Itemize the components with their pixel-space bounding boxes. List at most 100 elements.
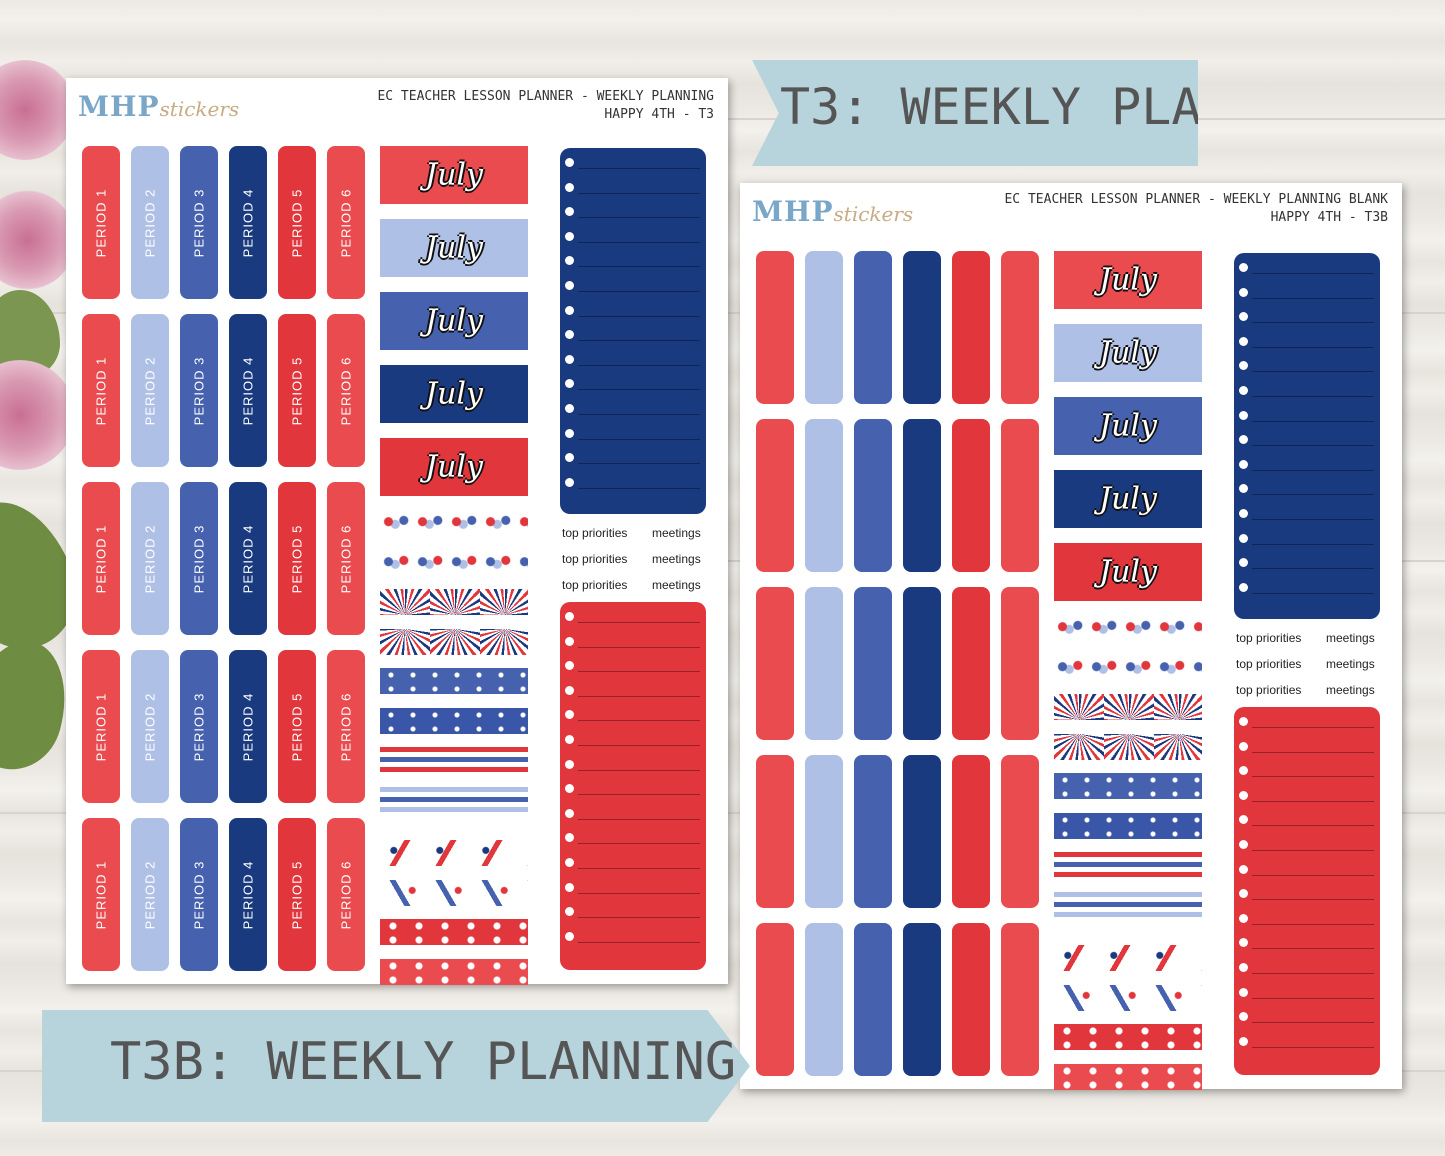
- period-tab: PERIOD 2: [131, 314, 169, 467]
- ruled-line: [578, 695, 700, 697]
- july-banner: July: [380, 219, 528, 277]
- july-banner: July: [1054, 470, 1202, 528]
- washi-strip: [1054, 694, 1202, 720]
- period-tab: PERIOD 6: [327, 650, 365, 803]
- washi-strip: [1054, 1024, 1202, 1050]
- washi-strip: [380, 879, 528, 906]
- hole-punch-dot: [1239, 336, 1248, 346]
- washi-strip: [380, 549, 528, 576]
- hole-punch-dot: [1239, 963, 1248, 972]
- hole-punch-dot: [1239, 987, 1248, 997]
- hole-punch-dot: [1239, 386, 1248, 395]
- banner-t3b-text: T3B: WEEKLY PLANNING -BLANK: [110, 1032, 956, 1092]
- period-label: PERIOD 4: [240, 524, 256, 593]
- period-tab: [854, 923, 892, 1076]
- hole-punch-dot: [1239, 435, 1248, 445]
- period-label: PERIOD 5: [289, 692, 305, 761]
- washi-strip: [1054, 773, 1202, 799]
- period-tab: PERIOD 1: [82, 314, 120, 467]
- washi-strip: [380, 840, 528, 866]
- hole-punch-dot: [565, 354, 574, 364]
- period-label: PERIOD 6: [338, 524, 354, 593]
- ruled-line: [578, 438, 700, 440]
- period-tab: [1001, 587, 1039, 740]
- hole-punch-dot: [565, 759, 574, 769]
- period-label: PERIOD 5: [289, 356, 305, 425]
- period-tab: [756, 923, 794, 1076]
- hole-punch-dot: [565, 158, 574, 167]
- period-tab: [756, 419, 794, 572]
- july-label: July: [425, 303, 483, 339]
- period-tab: [805, 419, 843, 572]
- washi-strip: [380, 786, 528, 813]
- ruled-line: [1252, 850, 1374, 851]
- hole-punch-dot: [1239, 509, 1248, 518]
- period-label: PERIOD 3: [191, 524, 207, 593]
- ruled-line: [1252, 825, 1374, 827]
- period-label: PERIOD 2: [142, 188, 158, 257]
- period-label: PERIOD 1: [93, 860, 109, 929]
- period-tab: PERIOD 6: [327, 482, 365, 635]
- period-label: PERIOD 2: [142, 356, 158, 425]
- washi-strip: [1054, 812, 1202, 839]
- period-label: PERIOD 6: [338, 188, 354, 257]
- ruled-line: [1252, 1046, 1374, 1048]
- washi-strip: [380, 589, 528, 615]
- period-label: PERIOD 5: [289, 860, 305, 929]
- sheet-subtitle: HAPPY 4TH - T3B: [1270, 210, 1388, 225]
- hole-punch-dot: [565, 882, 574, 892]
- top-priorities-label: top priorities: [1236, 631, 1302, 645]
- ruled-line: [578, 868, 700, 869]
- hole-punch-dot: [565, 182, 574, 192]
- period-tab: [854, 251, 892, 404]
- brand-logo: MHPstickers: [78, 90, 239, 123]
- top-priorities-label: top priorities: [562, 578, 628, 592]
- period-tab: PERIOD 4: [229, 818, 267, 971]
- ruled-line: [578, 917, 700, 919]
- ruled-line: [1252, 445, 1374, 447]
- meetings-label: meetings: [652, 552, 701, 566]
- ruled-line: [1252, 494, 1374, 496]
- hole-punch-dot: [565, 808, 574, 818]
- july-banner: July: [380, 365, 528, 423]
- period-label: PERIOD 4: [240, 860, 256, 929]
- ruled-line: [1252, 322, 1374, 324]
- july-banner: July: [1054, 324, 1202, 382]
- july-banner: July: [380, 146, 528, 204]
- hole-punch-dot: [1239, 840, 1248, 849]
- period-label: PERIOD 3: [191, 860, 207, 929]
- hole-punch-dot: [1239, 741, 1248, 751]
- hole-punch-dot: [565, 833, 574, 843]
- ruled-line: [578, 241, 700, 243]
- july-label: July: [425, 376, 483, 412]
- ruled-line: [1252, 346, 1374, 348]
- ruled-line: [1252, 371, 1374, 373]
- ruled-line: [1252, 420, 1374, 422]
- ruled-line: [578, 843, 700, 845]
- ruled-line: [1252, 396, 1374, 397]
- period-label: PERIOD 6: [338, 692, 354, 761]
- period-tab: PERIOD 4: [229, 482, 267, 635]
- july-label: July: [425, 449, 483, 485]
- period-tab: PERIOD 4: [229, 650, 267, 803]
- ruled-line: [578, 487, 700, 489]
- period-label: PERIOD 2: [142, 860, 158, 929]
- hole-punch-dot: [565, 256, 574, 266]
- ruled-line: [578, 266, 700, 268]
- ruled-line: [578, 389, 700, 391]
- period-tab: PERIOD 2: [131, 650, 169, 803]
- period-tab: PERIOD 5: [278, 482, 316, 635]
- flower: [0, 60, 75, 160]
- hole-punch-dot: [1239, 263, 1248, 272]
- ruled-line: [578, 671, 700, 673]
- hole-punch-dot: [1239, 815, 1248, 825]
- ruled-line: [1252, 543, 1374, 545]
- july-banner: July: [1054, 397, 1202, 455]
- july-label: July: [1099, 335, 1157, 371]
- meetings-label: meetings: [652, 526, 701, 540]
- period-tab: [854, 587, 892, 740]
- washi-strip: [380, 707, 528, 734]
- hole-punch-dot: [565, 907, 574, 917]
- period-tab: PERIOD 4: [229, 314, 267, 467]
- top-priorities-label: top priorities: [562, 526, 628, 540]
